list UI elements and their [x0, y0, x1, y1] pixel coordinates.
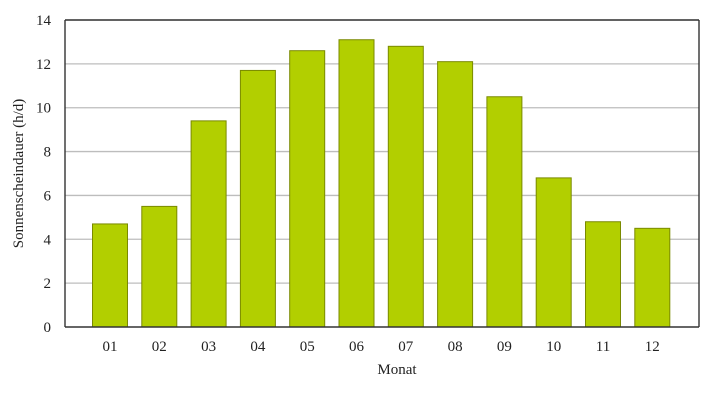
x-tick-label: 05	[300, 339, 315, 355]
bar-03	[190, 120, 227, 328]
bar-09	[486, 96, 523, 328]
bar-12	[634, 227, 671, 328]
x-tick-label: 04	[250, 339, 266, 355]
x-tick-label: 08	[448, 339, 463, 355]
x-tick-labels: 01 02 03 04 05 06 07 08 09 10 11 12	[103, 339, 660, 355]
y-tick-label: 8	[44, 145, 52, 161]
bar-04	[239, 69, 276, 328]
x-tick-label: 07	[398, 339, 414, 355]
x-tick-label: 03	[201, 339, 216, 355]
x-tick-label: 11	[596, 339, 610, 355]
x-tick-label: 10	[546, 339, 561, 355]
bar-07	[387, 45, 424, 328]
x-tick-label: 09	[497, 339, 512, 355]
x-tick-label: 12	[645, 339, 660, 355]
x-tick-label: 02	[152, 339, 167, 355]
bar-05	[289, 50, 326, 328]
bar-02	[141, 205, 178, 328]
y-axis-title: Sonnenscheindauer (h/d)	[11, 99, 27, 249]
bar-01	[92, 223, 128, 328]
y-tick-label: 14	[36, 13, 52, 29]
bar-10	[535, 177, 572, 328]
y-tick-label: 12	[36, 57, 51, 73]
bar-06	[338, 39, 375, 328]
y-tick-label: 4	[44, 232, 52, 248]
x-tick-label: 06	[349, 339, 365, 355]
y-tick-label: 6	[44, 188, 52, 204]
x-axis-title: Monat	[377, 362, 417, 378]
axes-layer	[64, 19, 700, 328]
bar-08	[437, 61, 474, 328]
bars-layer	[92, 39, 671, 328]
bar-11	[585, 221, 621, 328]
x-tick-label: 01	[103, 339, 118, 355]
y-tick-label: 2	[44, 276, 52, 292]
y-tick-label: 0	[44, 320, 52, 336]
y-tick-labels: 0 2 4 6 8 10 12 14	[36, 13, 52, 336]
y-tick-label: 10	[36, 101, 51, 117]
